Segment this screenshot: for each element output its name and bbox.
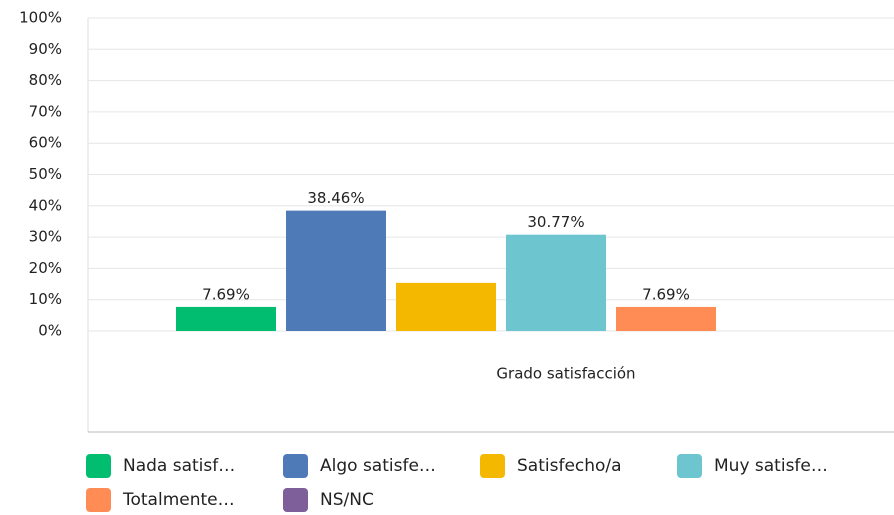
y-tick-label: 100% [19, 9, 62, 27]
legend-swatch [480, 454, 505, 478]
y-tick-label: 0% [38, 322, 62, 340]
data-label: 30.77% [527, 213, 584, 231]
data-label: 7.69% [642, 285, 690, 303]
y-tick-label: 20% [29, 259, 62, 277]
bar [176, 306, 276, 331]
bar [286, 210, 386, 331]
y-tick-label: 30% [29, 228, 62, 246]
bar [506, 234, 606, 331]
y-tick-label: 40% [29, 196, 62, 214]
legend-label: NS/NC [320, 490, 374, 510]
y-tick-label: 10% [29, 290, 62, 308]
legend-label: Muy satisfe… [714, 456, 828, 476]
y-tick-label: 60% [29, 134, 62, 152]
legend-label: Nada satisf… [123, 456, 235, 476]
legend-swatch [86, 488, 111, 512]
legend-swatch [677, 454, 702, 478]
bar [616, 306, 716, 331]
data-label: 7.69% [202, 285, 250, 303]
legend-swatch [283, 454, 308, 478]
y-tick-label: 70% [29, 102, 62, 120]
y-tick-label: 80% [29, 71, 62, 89]
y-tick-label: 50% [29, 165, 62, 183]
x-tick-label: Grado satisfacción [496, 365, 635, 383]
legend-swatch [86, 454, 111, 478]
y-tick-label: 90% [29, 40, 62, 58]
legend-label: Algo satisfe… [320, 456, 436, 476]
bar [396, 282, 496, 331]
data-label: 38.46% [307, 189, 364, 207]
legend-label: Satisfecho/a [517, 456, 622, 476]
legend-swatch [283, 488, 308, 512]
legend-label: Totalmente… [122, 490, 235, 510]
